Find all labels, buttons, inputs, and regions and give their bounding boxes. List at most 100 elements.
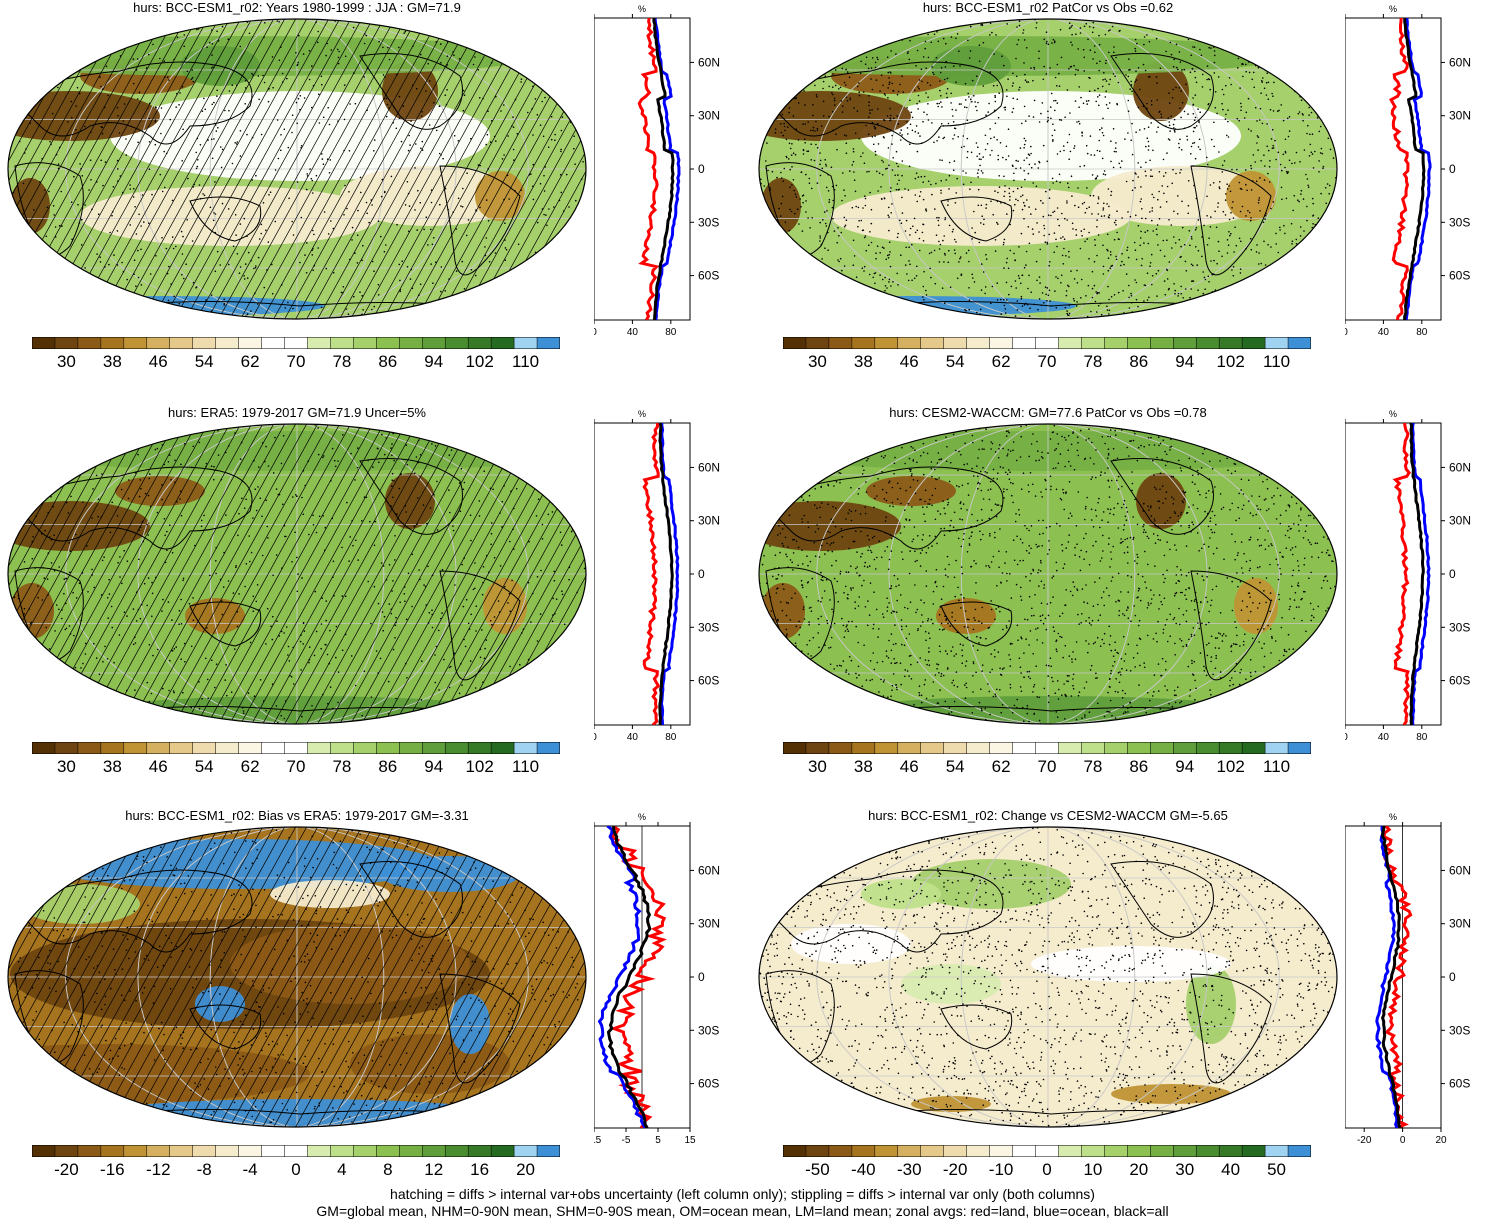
colorbar-swatch: [1036, 742, 1059, 754]
zonal-line-land: [644, 423, 658, 725]
zonal-unit-label: %: [638, 4, 646, 14]
zonal-lat-label: 60S: [698, 269, 719, 283]
colorbar-tick-label: 38: [103, 757, 122, 777]
colorbar-tick-label: 46: [900, 757, 919, 777]
field-region: [901, 964, 1001, 1004]
colorbar-swatch: [1127, 337, 1150, 349]
panel-title: hurs: BCC-ESM1_r02: Change vs CESM2-WACC…: [868, 808, 1228, 823]
zonal-lat-label: 60N: [1449, 863, 1471, 877]
zonal-lat-label: 60S: [1449, 1077, 1470, 1091]
colorbar-swatch: [898, 1145, 921, 1157]
colorbar-tick-label: 20: [516, 1160, 535, 1180]
colorbar-tick-label: 102: [465, 757, 493, 777]
zonal-lat-label: 30N: [698, 109, 720, 123]
colorbar-tick-label: 94: [1175, 757, 1194, 777]
panel-title: hurs: ERA5: 1979-2017 GM=71.9 Uncer=5%: [168, 405, 426, 420]
colorbar-swatch: [898, 337, 921, 349]
colorbar-swatch: [1150, 337, 1173, 349]
zonal-xtick-label: 0: [594, 732, 597, 743]
colorbar-swatch: [101, 1145, 124, 1157]
colorbar-swatch: [1058, 742, 1081, 754]
colorbar-swatch: [147, 742, 170, 754]
colorbar-swatch: [1058, 337, 1081, 349]
zonal-lat-label: 60S: [698, 1077, 719, 1091]
colorbar-swatch: [55, 1145, 78, 1157]
colorbar-swatch: [1036, 337, 1059, 349]
zonal-xtick-label: 0: [1345, 327, 1348, 338]
colorbar-tick-label: 102: [465, 352, 493, 372]
colorbar-swatch: [1081, 337, 1104, 349]
colorbar: [32, 1145, 560, 1157]
colorbar-tick-label: -20: [943, 1160, 968, 1180]
zonal-lat-label: 60N: [698, 863, 720, 877]
zonal-lat-label: 0: [698, 567, 705, 581]
colorbar-swatch: [806, 337, 829, 349]
colorbar-tick-label: 30: [1175, 1160, 1194, 1180]
colorbar-tick-label: 8: [383, 1160, 392, 1180]
zonal-xtick-label: 40: [1378, 327, 1390, 338]
zonal-xtick-label: 80: [665, 327, 677, 338]
colorbar-swatch: [1265, 742, 1288, 754]
panel-era5-obs: hurs: ERA5: 1979-2017 GM=71.9 Uncer=5% %…: [0, 405, 742, 810]
colorbar-tick-label: 30: [57, 757, 76, 777]
colorbar-swatch: [806, 1145, 829, 1157]
colorbar-tick-label: 110: [512, 757, 539, 777]
colorbar-swatch: [124, 337, 147, 349]
colorbar-swatch: [353, 1145, 376, 1157]
colorbar-swatch: [32, 337, 55, 349]
panel-cesm2-waccm: hurs: CESM2-WACCM: GM=77.6 PatCor vs Obs…: [751, 405, 1485, 810]
field-region: [1136, 473, 1186, 529]
colorbar-swatch: [875, 337, 898, 349]
colorbar-swatch: [944, 1145, 967, 1157]
panel-bias-vs-era5: hurs: BCC-ESM1_r02: Bias vs ERA5: 1979-2…: [0, 808, 742, 1213]
colorbar-swatch: [124, 742, 147, 754]
colorbar-swatch: [1081, 1145, 1104, 1157]
zonal-lat-label: 60N: [698, 55, 720, 69]
colorbar-swatch: [1173, 1145, 1196, 1157]
colorbar-tick-label: 94: [1175, 352, 1194, 372]
zonal-xtick-label: 0: [1345, 732, 1348, 743]
colorbar-swatch: [307, 1145, 330, 1157]
zonal-mean-plot: %0408060N30N030S60S: [594, 0, 742, 360]
footer-note-line1: hatching = diffs > internal var+obs unce…: [0, 1186, 1485, 1202]
zonal-lat-label: 30S: [698, 1023, 719, 1037]
colorbar-tick-label: 16: [470, 1160, 489, 1180]
colorbar-swatch: [491, 742, 514, 754]
zonal-lat-label: 30N: [1449, 109, 1471, 123]
colorbar-tick-label: 30: [57, 352, 76, 372]
colorbar-swatch: [1013, 742, 1036, 754]
colorbar-tick-label: 0: [1042, 1160, 1051, 1180]
zonal-lat-label: 60N: [698, 460, 720, 474]
colorbar-tick-label: 38: [854, 352, 873, 372]
colorbar-swatch: [829, 337, 852, 349]
colorbar: [783, 742, 1311, 754]
colorbar-swatch: [1196, 1145, 1219, 1157]
colorbar-swatch: [216, 742, 239, 754]
zonal-lat-label: 30S: [698, 620, 719, 634]
zonal-line-land: [1391, 18, 1408, 320]
colorbar-swatch: [944, 742, 967, 754]
zonal-mean-plot: %0408060N30N030S60S: [594, 405, 742, 765]
colorbar-swatch: [967, 337, 990, 349]
colorbar-tick-label: 4: [337, 1160, 346, 1180]
colorbar-swatch: [445, 742, 468, 754]
zonal-xtick-label: -20: [1357, 1135, 1372, 1146]
footer-note-line2: GM=global mean, NHM=0-90N mean, SHM=0-90…: [0, 1203, 1485, 1219]
zonal-xtick-label: 40: [1378, 732, 1390, 743]
colorbar-swatch: [514, 337, 537, 349]
zonal-line-ocean: [1413, 423, 1429, 725]
colorbar-tick-label: -10: [989, 1160, 1014, 1180]
colorbar-tick-label: 38: [854, 757, 873, 777]
colorbar-swatch: [147, 337, 170, 349]
colorbar-tick-label: 78: [332, 757, 351, 777]
colorbar-swatch: [1081, 742, 1104, 754]
zonal-line-ocean: [661, 423, 677, 725]
panel-model-climatology: hurs: BCC-ESM1_r02: Years 1980-1999 : JJ…: [0, 0, 742, 405]
colorbar-swatch: [376, 742, 399, 754]
colorbar-tick-label: -8: [197, 1160, 212, 1180]
colorbar-swatch: [829, 742, 852, 754]
